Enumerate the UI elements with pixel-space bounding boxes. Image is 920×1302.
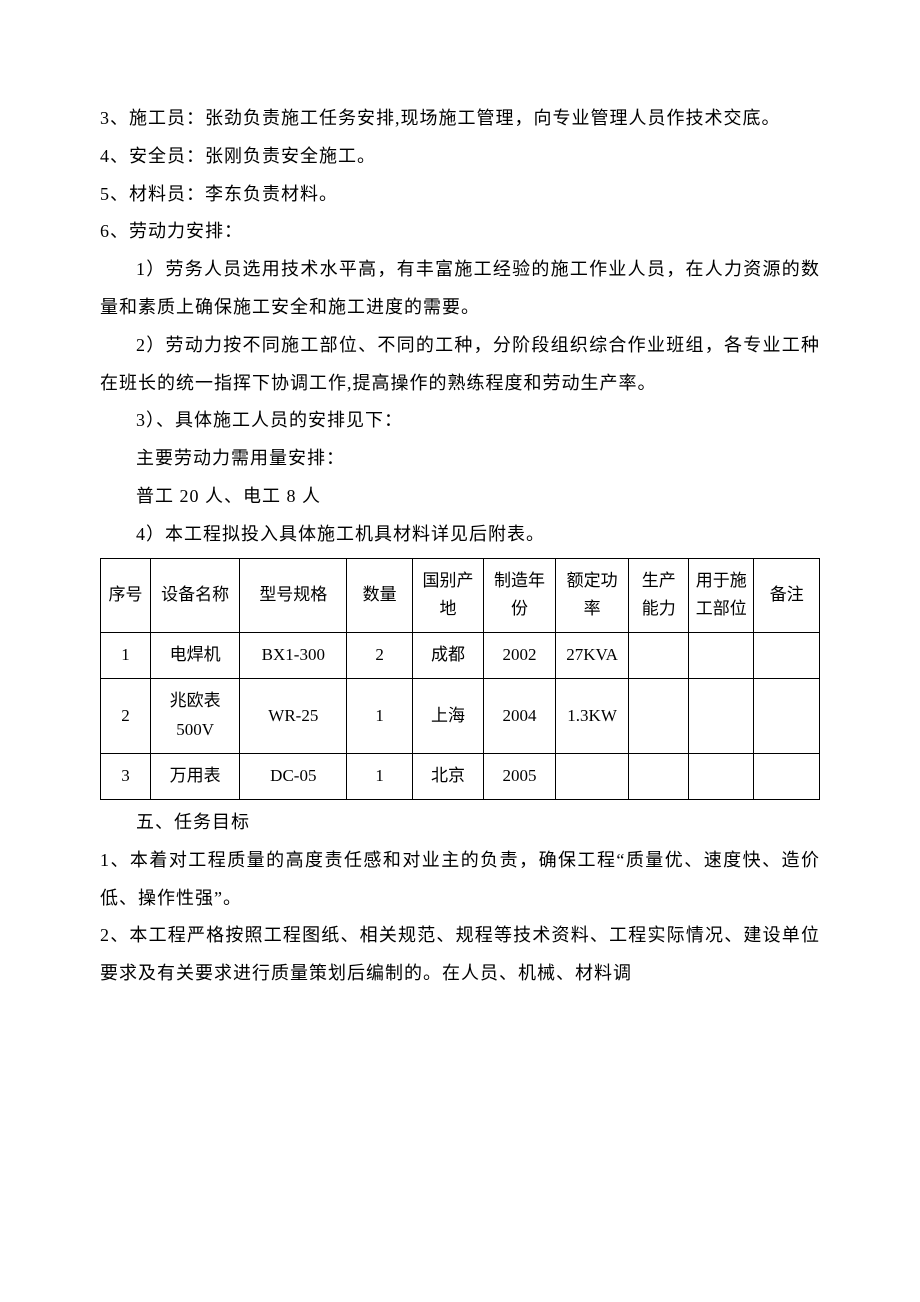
td-cell: WR-25 — [240, 679, 347, 754]
th-name: 设备名称 — [150, 558, 239, 633]
td-cell: 电焊机 — [150, 633, 239, 679]
td-cell: 上海 — [412, 679, 483, 754]
td-cell — [754, 754, 820, 800]
para-6-3a: 主要劳动力需用量安排： — [100, 440, 820, 478]
td-cell: 2002 — [484, 633, 555, 679]
th-model: 型号规格 — [240, 558, 347, 633]
td-cell: 3 — [101, 754, 151, 800]
table-row: 2 兆欧表500V WR-25 1 上海 2004 1.3KW — [101, 679, 820, 754]
th-year: 制造年份 — [484, 558, 555, 633]
td-cell: 2005 — [484, 754, 555, 800]
para-3: 3、施工员：张劲负责施工任务安排,现场施工管理，向专业管理人员作技术交底。 — [100, 100, 820, 138]
td-cell: 北京 — [412, 754, 483, 800]
td-cell — [629, 633, 689, 679]
para-6-3b: 普工 20 人、电工 8 人 — [100, 478, 820, 516]
td-cell: 1.3KW — [555, 679, 629, 754]
td-cell: 2 — [101, 679, 151, 754]
para-5-2: 2、本工程严格按照工程图纸、相关规范、规程等技术资料、工程实际情况、建设单位要求… — [100, 917, 820, 993]
para-5: 5、材料员：李东负责材料。 — [100, 176, 820, 214]
td-cell: 27KVA — [555, 633, 629, 679]
td-cell — [689, 754, 754, 800]
para-6-1: 1）劳务人员选用技术水平高，有丰富施工经验的施工作业人员，在人力资源的数量和素质… — [100, 251, 820, 327]
td-cell — [555, 754, 629, 800]
para-6-4: 4）本工程拟投入具体施工机具材料详见后附表。 — [100, 516, 820, 554]
td-cell — [629, 679, 689, 754]
para-section-5: 五、任务目标 — [100, 804, 820, 842]
para-6-3: 3）、具体施工人员的安排见下： — [100, 402, 820, 440]
td-cell — [689, 633, 754, 679]
para-5-1: 1、本着对工程质量的高度责任感和对业主的负责，确保工程“质量优、速度快、造价低、… — [100, 842, 820, 918]
td-cell: 成都 — [412, 633, 483, 679]
table-header-row: 序号 设备名称 型号规格 数量 国别产地 制造年份 额定功率 生产能力 用于施工… — [101, 558, 820, 633]
td-cell — [629, 754, 689, 800]
th-remarks: 备注 — [754, 558, 820, 633]
para-6: 6、劳动力安排： — [100, 213, 820, 251]
para-4: 4、安全员：张刚负责安全施工。 — [100, 138, 820, 176]
td-cell: 1 — [347, 754, 412, 800]
th-qty: 数量 — [347, 558, 412, 633]
th-seq: 序号 — [101, 558, 151, 633]
td-cell: 1 — [101, 633, 151, 679]
td-cell: DC-05 — [240, 754, 347, 800]
td-cell: 2004 — [484, 679, 555, 754]
td-cell — [689, 679, 754, 754]
td-cell: 兆欧表500V — [150, 679, 239, 754]
th-power: 额定功率 — [555, 558, 629, 633]
td-cell: 万用表 — [150, 754, 239, 800]
td-cell — [754, 633, 820, 679]
th-origin: 国别产地 — [412, 558, 483, 633]
td-cell: 2 — [347, 633, 412, 679]
table-row: 1 电焊机 BX1-300 2 成都 2002 27KVA — [101, 633, 820, 679]
para-6-2: 2）劳动力按不同施工部位、不同的工种，分阶段组织综合作业班组，各专业工种在班长的… — [100, 327, 820, 403]
table-row: 3 万用表 DC-05 1 北京 2005 — [101, 754, 820, 800]
td-cell — [754, 679, 820, 754]
document-body: 3、施工员：张劲负责施工任务安排,现场施工管理，向专业管理人员作技术交底。 4、… — [100, 100, 820, 993]
td-cell: BX1-300 — [240, 633, 347, 679]
equipment-table: 序号 设备名称 型号规格 数量 国别产地 制造年份 额定功率 生产能力 用于施工… — [100, 558, 820, 800]
td-cell: 1 — [347, 679, 412, 754]
th-capacity: 生产能力 — [629, 558, 689, 633]
th-usage: 用于施工部位 — [689, 558, 754, 633]
